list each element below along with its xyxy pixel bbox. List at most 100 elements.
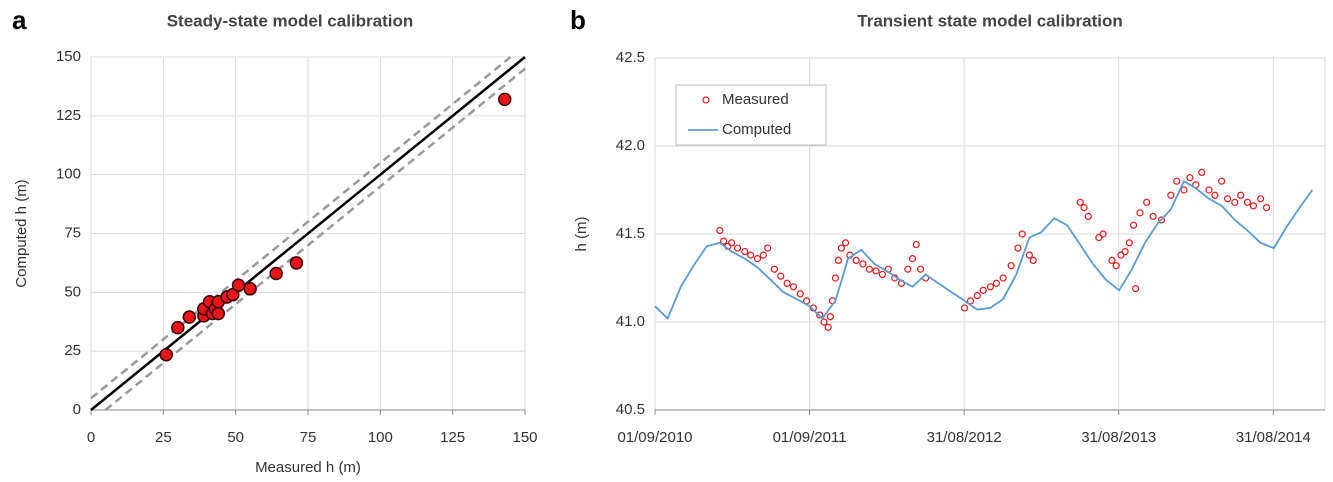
point xyxy=(966,297,975,305)
y-tick-label: 125 xyxy=(56,107,81,124)
point xyxy=(171,320,185,335)
point xyxy=(1149,212,1157,220)
point xyxy=(826,313,834,321)
y-tick-label: 42.0 xyxy=(616,137,645,154)
y-tick-label: 75 xyxy=(64,224,81,241)
point xyxy=(1231,198,1239,206)
legend-box xyxy=(675,84,827,146)
point xyxy=(1136,209,1144,217)
point xyxy=(211,306,226,321)
point xyxy=(1125,239,1133,247)
point xyxy=(741,248,749,256)
x-tick-label: 01/09/2011 xyxy=(773,429,847,446)
point xyxy=(973,292,981,300)
point xyxy=(182,310,197,324)
y-tick-label: 150 xyxy=(56,48,81,65)
legend-label: Measured xyxy=(722,91,789,108)
point xyxy=(1025,251,1033,259)
point xyxy=(992,279,1000,287)
point xyxy=(777,272,785,280)
legend-label: Computed xyxy=(722,121,791,138)
point xyxy=(1095,233,1103,242)
point xyxy=(878,270,887,279)
x-tick-label: 31/08/2014 xyxy=(1236,429,1311,446)
y-tick-label: 41.5 xyxy=(616,225,645,242)
point xyxy=(834,256,842,264)
point xyxy=(231,278,246,293)
point xyxy=(728,239,736,247)
y-tick-label: 25 xyxy=(64,342,81,359)
point xyxy=(759,251,768,259)
point xyxy=(1180,186,1188,194)
point xyxy=(1121,248,1129,256)
x-tick-label: 31/08/2012 xyxy=(927,429,1002,446)
y-tick-label: 0 xyxy=(73,401,81,418)
point xyxy=(1173,177,1181,185)
x-axis-label: Measured h (m) xyxy=(255,459,361,476)
y-axis-label: h (m) xyxy=(573,217,590,252)
point xyxy=(1186,174,1194,182)
point xyxy=(1157,216,1166,224)
x-tick-label: 31/08/2013 xyxy=(1081,429,1156,446)
panel-label: a xyxy=(12,5,27,35)
point xyxy=(289,256,304,270)
y-tick-label: 40.5 xyxy=(616,401,645,418)
point xyxy=(816,311,824,319)
tolerance-line xyxy=(90,56,512,400)
point xyxy=(764,244,772,252)
point xyxy=(1243,198,1252,206)
x-tick-label: 100 xyxy=(368,429,393,446)
point xyxy=(1007,262,1015,270)
point xyxy=(1018,230,1026,238)
y-tick-label: 50 xyxy=(64,283,81,300)
point xyxy=(979,286,987,294)
point xyxy=(159,347,173,362)
point xyxy=(770,265,779,273)
point xyxy=(716,226,724,235)
point xyxy=(908,255,917,263)
y-tick-label: 41.0 xyxy=(616,313,645,330)
x-tick-label: 125 xyxy=(440,429,465,446)
point xyxy=(1167,191,1175,199)
x-tick-label: 150 xyxy=(512,429,537,446)
point xyxy=(1198,168,1206,176)
point xyxy=(824,323,832,331)
point xyxy=(1205,186,1213,194)
y-tick-label: 100 xyxy=(56,166,81,183)
point xyxy=(1117,251,1125,259)
point xyxy=(859,260,867,268)
point xyxy=(960,304,969,312)
point xyxy=(1262,204,1271,212)
point xyxy=(841,239,850,247)
point xyxy=(865,265,873,273)
point xyxy=(1029,256,1037,264)
point xyxy=(789,283,798,291)
point xyxy=(796,290,804,298)
point xyxy=(999,274,1007,282)
point xyxy=(783,279,791,287)
point xyxy=(720,237,728,245)
panel-label: b xyxy=(570,5,586,35)
series-line xyxy=(654,179,1314,321)
point xyxy=(1132,284,1140,293)
point xyxy=(497,92,512,107)
point xyxy=(269,266,283,281)
chart-title: Transient state model calibration xyxy=(857,11,1122,30)
point xyxy=(1143,198,1151,206)
point xyxy=(904,265,912,273)
point xyxy=(1084,212,1092,220)
x-tick-label: 01/09/2010 xyxy=(617,429,692,446)
point xyxy=(1237,191,1245,199)
point xyxy=(243,282,257,296)
chart-title: Steady-state model calibration xyxy=(167,11,414,30)
point xyxy=(1218,177,1226,185)
point xyxy=(1223,195,1232,203)
point xyxy=(747,251,755,259)
point xyxy=(1076,198,1084,206)
x-tick-label: 75 xyxy=(300,429,317,446)
point xyxy=(1080,204,1088,212)
x-tick-label: 25 xyxy=(155,429,172,446)
point xyxy=(872,267,880,275)
point xyxy=(831,274,840,282)
